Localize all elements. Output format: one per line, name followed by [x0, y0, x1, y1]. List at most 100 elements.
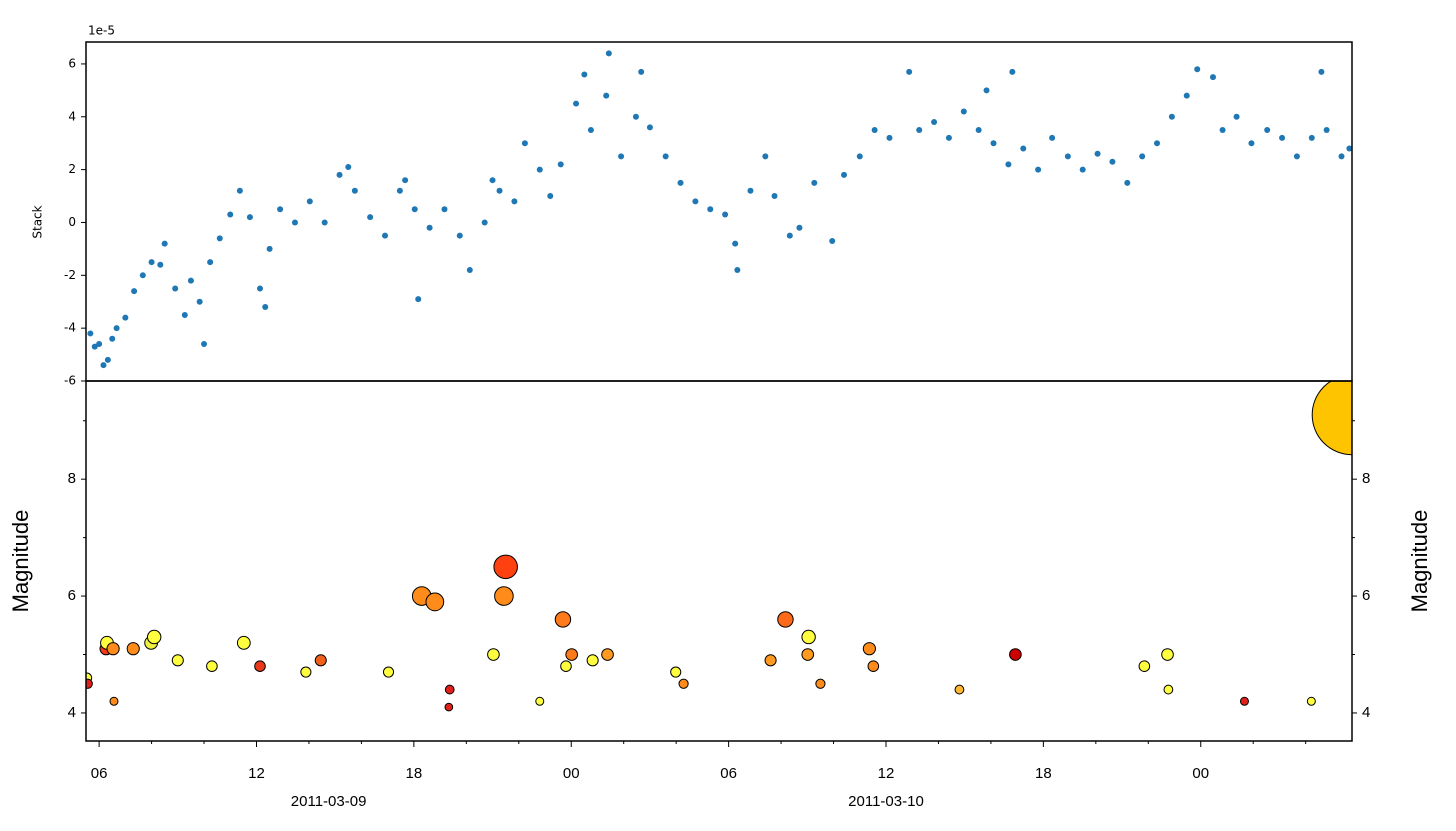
bubble [601, 648, 614, 661]
point [906, 68, 913, 75]
point [1124, 179, 1131, 186]
point [402, 177, 409, 184]
point [1079, 166, 1086, 173]
y-tick-label: 8 [68, 470, 76, 487]
point [1279, 134, 1286, 141]
y2-tick-label: 4 [1362, 704, 1370, 721]
bubble [444, 702, 454, 712]
bubble [801, 629, 816, 645]
point [536, 166, 543, 173]
point [321, 219, 328, 226]
point [677, 179, 684, 186]
bottom-frame [85, 380, 1353, 742]
bubble [801, 648, 815, 661]
point [1154, 140, 1161, 147]
bubble [86, 678, 93, 689]
point [811, 179, 818, 186]
bubble [815, 678, 826, 689]
point [87, 330, 94, 337]
point [216, 235, 223, 242]
point [91, 343, 98, 350]
bubble [535, 696, 545, 706]
point [291, 219, 298, 226]
point [426, 224, 433, 231]
bubble [565, 648, 578, 661]
point [762, 153, 769, 160]
bubble [777, 611, 794, 628]
point [456, 232, 463, 239]
y-tick-label: 2 [68, 162, 76, 176]
point [990, 140, 997, 147]
point [1338, 153, 1345, 160]
point [603, 92, 610, 99]
point [336, 171, 343, 178]
point [1049, 134, 1056, 141]
point [796, 224, 803, 231]
point [351, 187, 358, 194]
point [692, 198, 699, 205]
point [605, 50, 612, 57]
point [201, 341, 208, 348]
point [266, 245, 273, 252]
bubble [560, 660, 572, 672]
point [1064, 153, 1071, 160]
x-tick-label: 06 [91, 765, 108, 782]
point [983, 87, 990, 94]
point [557, 161, 564, 168]
point [1219, 126, 1226, 133]
point [1209, 74, 1216, 81]
y2-axis-label: Magnitude [1407, 510, 1432, 613]
point [187, 277, 194, 284]
date-label: 2011-03-10 [848, 793, 924, 810]
date-label: 2011-03-09 [291, 793, 367, 810]
point [382, 232, 389, 239]
point [632, 113, 639, 120]
bubble [300, 666, 312, 678]
point [829, 237, 836, 244]
point [1035, 166, 1042, 173]
point [1308, 134, 1315, 141]
point [411, 206, 418, 213]
point [587, 126, 594, 133]
bubble [1138, 660, 1151, 672]
bubble [444, 684, 455, 695]
point [496, 187, 503, 194]
point [481, 219, 488, 226]
point [960, 108, 967, 115]
point [1168, 113, 1175, 120]
point [345, 163, 352, 170]
point [573, 100, 580, 107]
point [618, 153, 625, 160]
point [732, 240, 739, 247]
y-tick-label: 4 [68, 704, 76, 721]
point [638, 68, 645, 75]
point [1264, 126, 1271, 133]
point [871, 126, 878, 133]
point [367, 214, 374, 221]
y2-tick-label: 8 [1362, 470, 1370, 487]
point [139, 272, 146, 279]
point [104, 356, 111, 363]
point [277, 206, 284, 213]
bubble [106, 642, 120, 656]
y2-tick-label: 6 [1362, 587, 1370, 604]
bubble [862, 642, 876, 656]
point [747, 187, 754, 194]
point [707, 206, 714, 213]
point [856, 153, 863, 160]
point [945, 134, 952, 141]
point [161, 240, 168, 247]
bubble [236, 635, 251, 650]
point [547, 193, 554, 200]
point [489, 177, 496, 184]
point [96, 341, 103, 348]
point [466, 267, 473, 274]
bubble [1311, 381, 1352, 456]
point [157, 261, 164, 268]
point [113, 325, 120, 332]
point [256, 285, 263, 292]
stack-points [87, 50, 1352, 369]
x-tick-label: 18 [1035, 765, 1052, 782]
bubble [126, 642, 140, 656]
top-frame [85, 41, 1353, 382]
